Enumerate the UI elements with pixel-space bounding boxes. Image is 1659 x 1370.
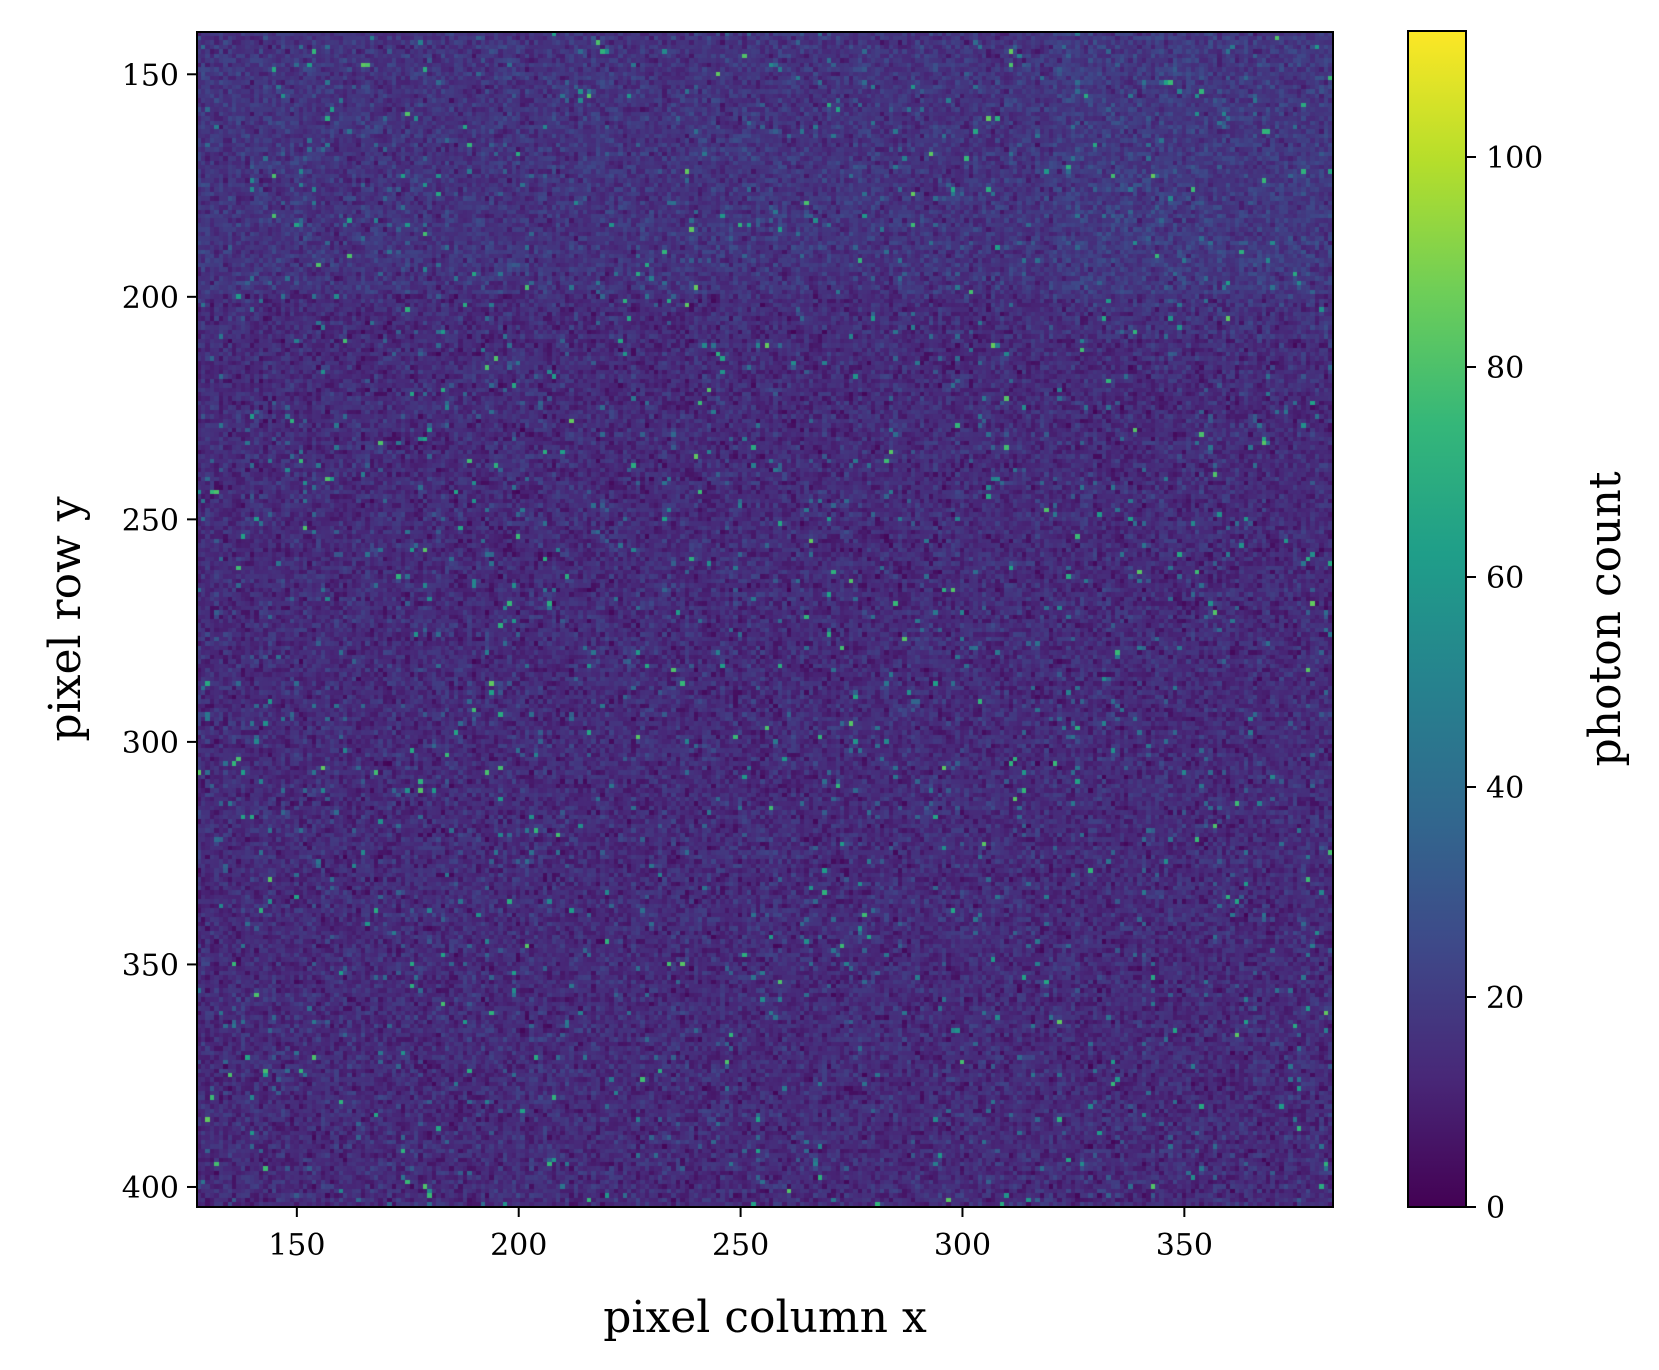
y-tick-label: 300 (122, 726, 179, 761)
x-tick-label: 150 (268, 1228, 325, 1263)
x-tick-label: 300 (934, 1228, 991, 1263)
y-tick-label: 250 (122, 503, 179, 538)
colorbar-tick-label: 40 (1486, 771, 1524, 806)
colorbar-tick-label: 80 (1486, 351, 1524, 386)
plot-frame (196, 31, 1334, 1208)
x-tick-label: 200 (490, 1228, 547, 1263)
x-axis-ticks: 150 200 250 300 350 (268, 1207, 1213, 1263)
x-tick-label: 350 (1156, 1228, 1213, 1263)
y-axis-ticks: 150 200 250 300 350 400 (122, 58, 197, 1206)
heatmap-image (197, 32, 1333, 1207)
colorbar-tick-label: 0 (1486, 1191, 1505, 1226)
colorbar-label: photon count (1580, 471, 1631, 766)
y-tick-label: 400 (122, 1171, 179, 1206)
y-axis-label: pixel row y (40, 496, 91, 741)
colorbar-tick-label: 100 (1486, 141, 1543, 176)
y-tick-label: 200 (122, 281, 179, 316)
colorbar-tick-label: 60 (1486, 561, 1524, 596)
colorbar: 0 20 40 60 80 100 photon count (1407, 30, 1631, 1226)
colorbar-gradient (1407, 30, 1467, 1208)
y-tick-label: 150 (122, 58, 179, 93)
colorbar-tick-label: 20 (1486, 981, 1524, 1016)
colorbar-ticks: 0 20 40 60 80 100 (1466, 141, 1543, 1226)
heatmap-panel (196, 31, 1334, 1208)
x-axis-label: pixel column x (603, 1292, 927, 1343)
x-tick-label: 250 (712, 1228, 769, 1263)
y-tick-label: 350 (122, 948, 179, 983)
